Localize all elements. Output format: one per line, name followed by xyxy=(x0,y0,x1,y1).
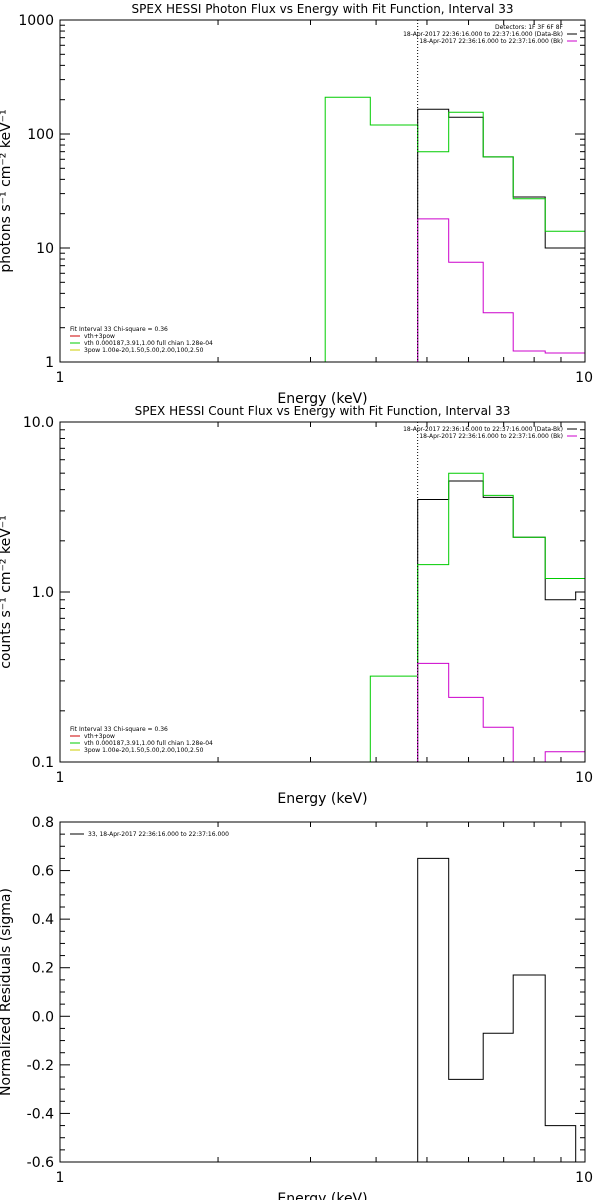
series-2-line xyxy=(324,96,585,362)
y-tick-label: 10 xyxy=(36,241,54,257)
series-2-line xyxy=(369,472,585,762)
legend-entry-text: vth+3pow xyxy=(84,733,115,740)
y-axis-label: Normalized Residuals (sigma) xyxy=(0,888,14,1096)
chart-panel-1: SPEX HESSI Photon Flux vs Energy with Fi… xyxy=(0,2,593,407)
series-3-line xyxy=(417,662,585,763)
series-3 xyxy=(417,662,585,763)
legend-entry-text: 18-Apr-2017 22:36:16.000 to 22:37:16.000… xyxy=(403,426,563,433)
y-tick-label: 0.1 xyxy=(32,755,54,771)
plot-frame xyxy=(59,421,586,763)
x-tick-label: 10 xyxy=(575,1170,593,1186)
series-2 xyxy=(369,472,585,762)
y-tick-label: 1.0 xyxy=(32,585,54,601)
y-axis-label: photons s⁻¹ cm⁻² keV⁻¹ xyxy=(0,109,14,272)
y-tick-label: 0.0 xyxy=(32,1009,54,1025)
x-tick-label: 1 xyxy=(56,1170,65,1186)
legend-entry-text: Fit Interval 33 Chi-square = 0.36 xyxy=(70,326,168,333)
x-axis-label: Energy (keV) xyxy=(277,391,367,407)
series-1-line xyxy=(417,108,585,362)
legend-bottom-left: Fit Interval 33 Chi-square = 0.36vth+3po… xyxy=(70,326,213,354)
x-tick-label: 1 xyxy=(56,770,65,786)
y-tick-label: -0.6 xyxy=(27,1155,54,1171)
plot-frame xyxy=(59,821,586,1163)
series-1 xyxy=(417,108,585,362)
legend-entry-text: 3pow 1.00e-20,1.50,5.00,2.00,100,2.50 xyxy=(84,347,204,354)
series-1-line xyxy=(417,857,577,1162)
y-tick-label: 1 xyxy=(45,355,54,371)
legend-entry-text: vth 0.000187,3.91,1.00 full chian 1.28e-… xyxy=(84,740,213,747)
chart-title: SPEX HESSI Count Flux vs Energy with Fit… xyxy=(135,404,511,418)
chart-panel-3: 1 10 -0.6 -0.4 -0.2 0.0 0.2 0.4 0.6 0.8 Energy (ke… xyxy=(0,815,593,1204)
y-tick-label: 1000 xyxy=(18,13,54,29)
series-1-line xyxy=(417,480,585,762)
series-2 xyxy=(324,96,585,362)
x-tick-label: 10 xyxy=(575,370,593,386)
legend-entry-text: 18-Apr-2017 22:36:16.000 to 22:37:16.000… xyxy=(419,38,563,45)
legend-top-left: 33, 18-Apr-2017 22:36:16.000 to 22:37:16… xyxy=(70,831,229,838)
x-tick-label: 10 xyxy=(575,770,593,786)
y-tick-label: 0.4 xyxy=(32,912,54,928)
y-tick-label: -0.2 xyxy=(27,1058,54,1074)
x-axis-label: Energy (keV) xyxy=(277,1191,367,1200)
series-3 xyxy=(417,218,585,362)
series-3-line xyxy=(417,218,585,362)
y-tick-label: 0.6 xyxy=(32,864,54,880)
legend-entry-text: Fit Interval 33 Chi-square = 0.36 xyxy=(70,726,168,733)
legend-bottom-left: Fit Interval 33 Chi-square = 0.36vth+3po… xyxy=(70,726,213,754)
x-tick-label: 1 xyxy=(56,370,65,386)
legend-entry-text: 3pow 1.00e-20,1.50,5.00,2.00,100,2.50 xyxy=(84,747,204,754)
plot-frame xyxy=(59,19,586,363)
legend-entry-text: 18-Apr-2017 22:36:16.000 to 22:37:16.000… xyxy=(419,433,563,440)
legend-entry-text: 18-Apr-2017 22:36:16.000 to 22:37:16.000… xyxy=(403,31,563,38)
x-axis-label: Energy (keV) xyxy=(277,791,367,807)
chart-title: SPEX HESSI Photon Flux vs Energy with Fi… xyxy=(132,2,514,16)
y-axis-label: counts s⁻¹ cm⁻² keV⁻¹ xyxy=(0,515,14,669)
y-tick-label: -0.4 xyxy=(27,1106,54,1122)
legend-entry-text: vth 0.000187,3.91,1.00 full chian 1.28e-… xyxy=(84,340,213,347)
legend-entry-text: 33, 18-Apr-2017 22:36:16.000 to 22:37:16… xyxy=(88,831,229,838)
y-tick-label: 0.8 xyxy=(32,815,54,831)
series-1 xyxy=(417,857,577,1162)
y-tick-label: 0.2 xyxy=(32,961,54,977)
legend-top-right: 18-Apr-2017 22:36:16.000 to 22:37:16.000… xyxy=(403,426,577,440)
chart-panel-2: SPEX HESSI Count Flux vs Energy with Fit… xyxy=(0,404,593,807)
series-1 xyxy=(417,480,585,762)
y-tick-label: 10.0 xyxy=(23,415,54,431)
legend-entry-text: vth+3pow xyxy=(84,333,115,340)
y-tick-label: 100 xyxy=(27,127,54,143)
legend-entry-text: Detectors: 1F 3F 6F 8F xyxy=(495,24,564,31)
